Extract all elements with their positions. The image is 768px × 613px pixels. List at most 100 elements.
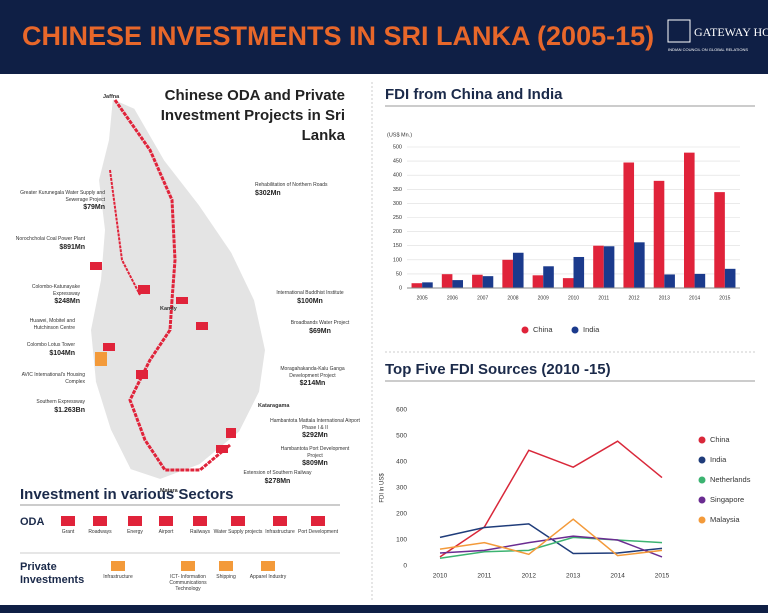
x-tick-label: 2006 (447, 295, 458, 301)
sector-icon (128, 516, 142, 526)
legend-marker (571, 326, 579, 334)
chart-title: FDI from China and India (385, 86, 563, 103)
project-amount: $1.263Bn (54, 406, 85, 414)
bar (724, 268, 736, 288)
legend-label: Netherlands (710, 475, 751, 484)
sector-icon (111, 561, 125, 571)
x-tick-label: 2011 (477, 573, 491, 580)
sector-label: Roadways (88, 529, 112, 535)
project-amount: $100Mn (297, 297, 323, 305)
sector-icon (311, 516, 325, 526)
place-label: Jaffna (103, 94, 120, 100)
legend-marker (698, 496, 706, 504)
legend-marker (698, 436, 706, 444)
icon (136, 370, 148, 379)
project-icons (90, 262, 236, 453)
project-amount: $891Mn (59, 243, 85, 251)
bar (532, 275, 544, 288)
y-tick-label: 450 (393, 159, 402, 165)
bar (623, 162, 635, 288)
bar (694, 273, 706, 288)
line (439, 536, 663, 559)
y-tick-label: 400 (396, 459, 407, 466)
sectors-title: Investment in various Sectors (20, 486, 233, 503)
line (439, 518, 663, 557)
sector-label: Port Development (297, 529, 339, 535)
bar (653, 180, 665, 288)
sector-label: Water Supply projects (213, 529, 263, 535)
x-tick-label: 2009 (538, 295, 549, 301)
map-title: Chinese ODA and Private Investment Proje… (160, 87, 345, 144)
project-amount: $104Mn (49, 349, 75, 357)
icon (196, 322, 208, 330)
sector-label: ICT- Information Communications Technolo… (169, 574, 207, 592)
bar (512, 252, 524, 288)
sector-label: Apparel Industry (249, 574, 287, 580)
project-amount: $809Mn (302, 460, 328, 467)
legend-marker (698, 516, 706, 524)
bar (482, 276, 494, 288)
route (113, 99, 231, 472)
project-name: Rehabilitation of Northern Roads (255, 182, 328, 188)
project-name: Colombo-Katunayake Expressway (31, 284, 80, 297)
icon (103, 343, 115, 351)
sector-icon (261, 561, 275, 571)
sector-label: Energy (127, 529, 143, 535)
y-tick-label: 100 (396, 537, 407, 544)
x-tick-label: 2013 (659, 295, 670, 301)
project-amount: $292Mn (302, 432, 328, 439)
project-label: Extension of Southern Railway $278Mn (240, 470, 315, 486)
project-label: Huawei, Mobitel and Hutchinson Centre (5, 318, 75, 331)
project-name: Extension of Southern Railway (243, 470, 312, 476)
project-label: International Buddhist Institute $100Mn (270, 290, 350, 306)
y-tick-label: 300 (396, 485, 407, 492)
project-label: Norochcholai Coal Power Plant $891Mn (5, 236, 85, 252)
sector-icon (231, 516, 245, 526)
y-tick-label: 150 (393, 243, 402, 249)
project-name: Hambantota Mattala International Airport… (270, 418, 360, 431)
project-name: AVIC International's Housing Complex (21, 372, 85, 385)
y-tick-label: 0 (399, 285, 402, 291)
icon (95, 352, 107, 366)
legend-marker (521, 326, 529, 334)
sector-icon (159, 516, 173, 526)
header-bar (0, 0, 768, 74)
project-amount: $248Mn (54, 298, 80, 305)
project-label: Southern Expressway $1.263Bn (5, 399, 85, 415)
project-name: Moragahakanda-Kalu Ganga Development Pro… (280, 366, 345, 379)
project-label: Greater Kurunegala Water Supply and Sewe… (5, 190, 105, 212)
x-tick-label: 2010 (568, 295, 579, 301)
project-name: Southern Expressway (36, 399, 85, 405)
project-label: Rehabilitation of Northern Roads $302Mn (255, 182, 355, 198)
x-tick-label: 2014 (610, 573, 625, 580)
bar (422, 282, 433, 288)
bar (603, 246, 615, 288)
route (109, 169, 141, 296)
legend-label: Singapore (710, 495, 744, 504)
bar (472, 274, 483, 288)
bar (634, 242, 645, 288)
y-tick-label: 500 (396, 433, 407, 440)
y-tick-label: 300 (393, 201, 402, 207)
legend-marker (698, 456, 706, 464)
project-label: Hambantota Port Development Project $809M… (275, 446, 355, 468)
project-label: Colombo Lotus Tower $104Mn (5, 342, 75, 358)
x-tick-label: 2011 (598, 295, 609, 301)
sector-icon (193, 516, 207, 526)
project-amount: $69Mn (309, 327, 331, 335)
logo-icon (667, 19, 691, 43)
chart-title: Top Five FDI Sources (2010 -15) (385, 361, 611, 378)
bar (683, 152, 695, 288)
bar (411, 283, 423, 288)
icon (226, 428, 236, 438)
bar (573, 256, 585, 288)
x-tick-label: 2008 (507, 295, 518, 301)
y-tick-label: 600 (396, 407, 407, 414)
icon (138, 285, 150, 294)
y-tick-label: 100 (393, 257, 402, 263)
x-tick-label: 2015 (655, 573, 670, 580)
y-axis-label: FDI in US$ (380, 473, 386, 503)
project-name: Greater Kurunegala Water Supply and Sewe… (20, 190, 105, 203)
